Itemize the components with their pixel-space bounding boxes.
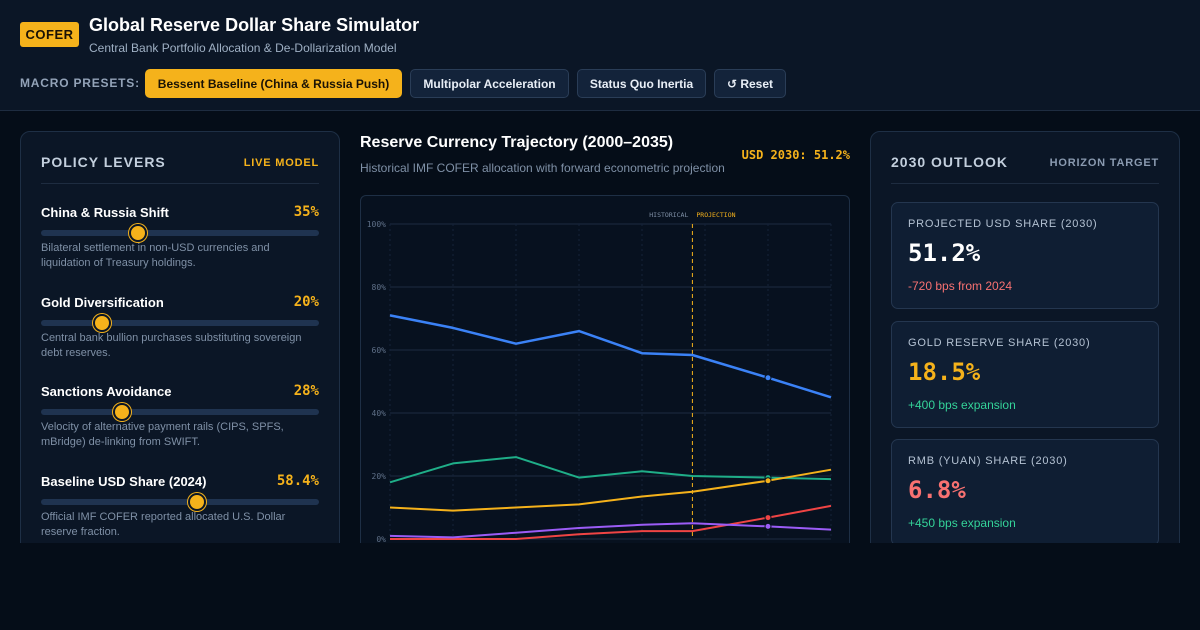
series-marker-2030: [764, 477, 772, 485]
series-marker-2030: [764, 374, 772, 382]
lever-label: Sanctions Avoidance: [41, 384, 172, 399]
preset-bessent-baseline-button[interactable]: Bessent Baseline (China & Russia Push): [145, 69, 402, 98]
gold-diversification-slider[interactable]: [41, 314, 319, 332]
series-line: [389, 522, 832, 539]
lever-value: 28%: [293, 383, 319, 399]
y-tick-label: 40%: [372, 409, 387, 418]
lever-label: Gold Diversification: [41, 295, 164, 310]
app-title: Global Reserve Dollar Share Simulator: [89, 15, 420, 35]
card-value: 18.5%: [908, 358, 981, 386]
horizon-target-badge: HORIZON TARGET: [1049, 157, 1159, 169]
reset-button[interactable]: ↺ Reset: [714, 69, 786, 98]
card-delta: +400 bps expansion: [908, 398, 1016, 412]
policy-levers-panel: POLICY LEVERS LIVE MODEL China & Russia …: [20, 131, 340, 561]
rmb-share-card: RMB (YUAN) SHARE (2030) 6.8% +450 bps ex…: [891, 439, 1159, 546]
preset-status-quo-button[interactable]: Status Quo Inertia: [577, 69, 706, 98]
lever-value: 58.4%: [276, 473, 319, 489]
live-model-badge: LIVE MODEL: [243, 157, 319, 169]
app-header: COFER Global Reserve Dollar Share Simula…: [0, 0, 1200, 111]
lever-description: Central bank bullion purchases substitut…: [41, 332, 302, 359]
card-label: PROJECTED USD SHARE (2030): [908, 218, 1098, 230]
lever-value: 35%: [293, 204, 319, 220]
outlook-title: 2030 OUTLOOK: [891, 154, 1009, 170]
china-russia-slider[interactable]: [41, 224, 319, 242]
lever-description: Bilateral settlement in non-USD currenci…: [41, 242, 270, 269]
y-tick-label: 20%: [372, 472, 387, 481]
lever-label: Baseline USD Share (2024): [41, 474, 207, 489]
trajectory-chart-svg: 0% 20% 40% 60% 80% 100% HISTORICAL PROJECTION: [367, 211, 832, 544]
y-tick-label: 100%: [367, 220, 386, 229]
card-value: 51.2%: [908, 239, 981, 267]
series-line: [389, 468, 832, 512]
lever-description: Velocity of alternative payment rails (C…: [41, 421, 284, 448]
y-tick-label: 80%: [372, 283, 387, 292]
slider-thumb[interactable]: [112, 403, 131, 421]
gold-share-card: GOLD RESERVE SHARE (2030) 18.5% +400 bps…: [891, 321, 1159, 428]
usd-2030-readout: USD 2030: 51.2%: [741, 148, 850, 162]
cofer-logo: COFER: [20, 22, 79, 47]
trajectory-chart[interactable]: 0% 20% 40% 60% 80% 100% HISTORICAL PROJECTION: [360, 195, 850, 565]
lever-value: 20%: [293, 294, 319, 310]
outlook-panel: 2030 OUTLOOK HORIZON TARGET PROJECTED US…: [870, 131, 1180, 561]
y-tick-label: 60%: [372, 346, 387, 355]
series-line: [389, 456, 832, 484]
card-delta: -720 bps from 2024: [908, 279, 1013, 293]
page-background: [0, 543, 1200, 630]
projection-label: PROJECTION: [696, 211, 735, 219]
lever-description: Official IMF COFER reported allocated U.…: [41, 511, 286, 538]
card-label: GOLD RESERVE SHARE (2030): [908, 337, 1091, 349]
slider-thumb[interactable]: [129, 224, 148, 242]
series-marker-2030: [764, 514, 772, 522]
presets-label: MACRO PRESETS:: [20, 76, 140, 90]
card-value: 6.8%: [908, 476, 966, 504]
series-line: [389, 314, 832, 399]
card-label: RMB (YUAN) SHARE (2030): [908, 455, 1068, 467]
slider-thumb[interactable]: [187, 493, 206, 511]
preset-multipolar-button[interactable]: Multipolar Acceleration: [410, 69, 569, 98]
chart-title: Reserve Currency Trajectory (2000–2035): [360, 134, 674, 151]
outlook-header: 2030 OUTLOOK HORIZON TARGET: [891, 154, 1159, 184]
slider-thumb[interactable]: [93, 314, 112, 332]
usd-share-card: PROJECTED USD SHARE (2030) 51.2% -720 bp…: [891, 202, 1159, 309]
chart-subtitle: Historical IMF COFER allocation with for…: [360, 161, 725, 175]
series-marker-2030: [764, 522, 772, 530]
card-delta: +450 bps expansion: [908, 516, 1016, 530]
baseline-usd-share-slider[interactable]: [41, 493, 319, 511]
lever-label: China & Russia Shift: [41, 205, 169, 220]
app-subtitle: Central Bank Portfolio Allocation & De-D…: [89, 41, 397, 55]
policy-levers-title: POLICY LEVERS: [41, 154, 166, 170]
sanctions-avoidance-slider[interactable]: [41, 403, 319, 421]
series-line: [390, 504, 832, 540]
historical-label: HISTORICAL: [649, 211, 688, 219]
y-tick-label: 0%: [376, 535, 386, 544]
policy-levers-header: POLICY LEVERS LIVE MODEL: [41, 154, 319, 184]
